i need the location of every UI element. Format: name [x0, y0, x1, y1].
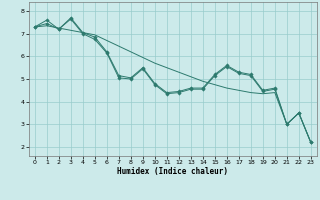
X-axis label: Humidex (Indice chaleur): Humidex (Indice chaleur)	[117, 167, 228, 176]
